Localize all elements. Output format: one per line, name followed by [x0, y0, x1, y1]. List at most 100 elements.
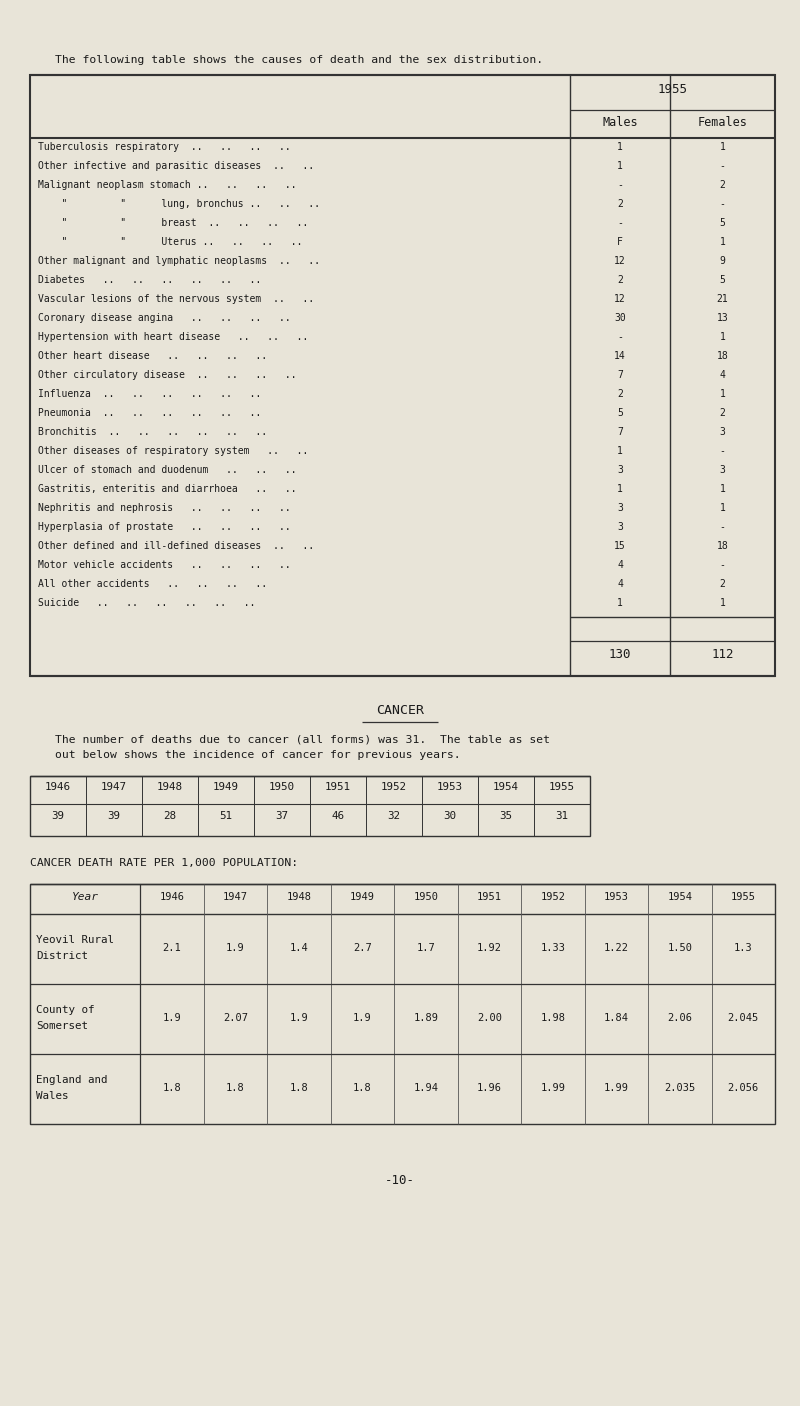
Text: 2.07: 2.07 — [222, 1012, 248, 1024]
Text: 1951: 1951 — [325, 782, 351, 792]
Text: 7: 7 — [617, 427, 623, 437]
Text: Females: Females — [698, 117, 747, 129]
Text: 5: 5 — [719, 276, 726, 285]
Text: 30: 30 — [443, 811, 457, 821]
Text: 1.9: 1.9 — [353, 1012, 372, 1024]
Text: Diabetes   ..   ..   ..   ..   ..   ..: Diabetes .. .. .. .. .. .. — [38, 276, 262, 285]
Text: 2: 2 — [617, 276, 623, 285]
Text: 1.4: 1.4 — [290, 943, 308, 953]
Text: -: - — [719, 200, 726, 209]
Text: Bronchitis  ..   ..   ..   ..   ..   ..: Bronchitis .. .. .. .. .. .. — [38, 427, 267, 437]
Text: -: - — [719, 560, 726, 569]
Text: 1951: 1951 — [477, 891, 502, 903]
Text: 1: 1 — [719, 503, 726, 513]
Text: Nephritis and nephrosis   ..   ..   ..   ..: Nephritis and nephrosis .. .. .. .. — [38, 503, 290, 513]
Text: Influenza  ..   ..   ..   ..   ..   ..: Influenza .. .. .. .. .. .. — [38, 389, 262, 399]
Text: 1: 1 — [617, 598, 623, 607]
Text: Other defined and ill-defined diseases  ..   ..: Other defined and ill-defined diseases .… — [38, 541, 314, 551]
Text: 1.8: 1.8 — [162, 1083, 181, 1092]
Text: 15: 15 — [614, 541, 626, 551]
Text: 1.89: 1.89 — [414, 1012, 438, 1024]
Text: 1.92: 1.92 — [477, 943, 502, 953]
Text: 1955: 1955 — [549, 782, 575, 792]
Text: 2: 2 — [719, 579, 726, 589]
Text: Tuberculosis respiratory  ..   ..   ..   ..: Tuberculosis respiratory .. .. .. .. — [38, 142, 290, 152]
Text: 1953: 1953 — [437, 782, 463, 792]
Text: 1: 1 — [719, 484, 726, 494]
Text: 39: 39 — [51, 811, 65, 821]
Text: 1947: 1947 — [222, 891, 248, 903]
Text: England and: England and — [36, 1076, 107, 1085]
Text: F: F — [617, 238, 623, 247]
Text: 1950: 1950 — [414, 891, 438, 903]
Text: Motor vehicle accidents   ..   ..   ..   ..: Motor vehicle accidents .. .. .. .. — [38, 560, 290, 569]
Text: 1952: 1952 — [540, 891, 566, 903]
Text: 130: 130 — [609, 648, 631, 661]
Text: Other diseases of respiratory system   ..   ..: Other diseases of respiratory system .. … — [38, 446, 308, 456]
Text: 4: 4 — [719, 370, 726, 380]
Text: 21: 21 — [717, 294, 728, 304]
Text: 1.50: 1.50 — [667, 943, 692, 953]
Text: Coronary disease angina   ..   ..   ..   ..: Coronary disease angina .. .. .. .. — [38, 314, 290, 323]
Text: Vascular lesions of the nervous system  ..   ..: Vascular lesions of the nervous system .… — [38, 294, 314, 304]
Text: 2: 2 — [719, 408, 726, 418]
Text: 2.035: 2.035 — [664, 1083, 695, 1092]
Text: 1.84: 1.84 — [604, 1012, 629, 1024]
Text: out below shows the incidence of cancer for previous years.: out below shows the incidence of cancer … — [55, 749, 461, 761]
Text: -10-: -10- — [385, 1174, 415, 1187]
Text: 1.94: 1.94 — [414, 1083, 438, 1092]
Text: 1946: 1946 — [45, 782, 71, 792]
Text: 1: 1 — [617, 484, 623, 494]
Text: 1.33: 1.33 — [540, 943, 566, 953]
Text: 1948: 1948 — [286, 891, 311, 903]
Text: 1: 1 — [719, 598, 726, 607]
Text: 3: 3 — [719, 427, 726, 437]
Text: 1: 1 — [719, 142, 726, 152]
Text: 37: 37 — [275, 811, 289, 821]
Text: 1949: 1949 — [213, 782, 239, 792]
Text: 9: 9 — [719, 256, 726, 266]
Text: Wales: Wales — [36, 1091, 69, 1101]
Text: Other infective and parasitic diseases  ..   ..: Other infective and parasitic diseases .… — [38, 162, 314, 172]
Text: 1954: 1954 — [493, 782, 519, 792]
Text: 2: 2 — [719, 180, 726, 190]
Text: 1950: 1950 — [269, 782, 295, 792]
Text: 18: 18 — [717, 352, 728, 361]
Text: 1946: 1946 — [159, 891, 184, 903]
Text: 2.045: 2.045 — [728, 1012, 759, 1024]
Text: 1: 1 — [617, 142, 623, 152]
Bar — [30, 884, 775, 1123]
Text: Yeovil Rural: Yeovil Rural — [36, 935, 114, 945]
Text: 1.8: 1.8 — [353, 1083, 372, 1092]
Text: 39: 39 — [107, 811, 121, 821]
Text: "         "      breast  ..   ..   ..   ..: " " breast .. .. .. .. — [38, 218, 308, 228]
Text: -: - — [719, 522, 726, 531]
Text: 1: 1 — [719, 332, 726, 342]
Text: 1.3: 1.3 — [734, 943, 753, 953]
Text: "         "      Uterus ..   ..   ..   ..: " " Uterus .. .. .. .. — [38, 238, 302, 247]
Text: 3: 3 — [719, 465, 726, 475]
Text: -: - — [719, 162, 726, 172]
Text: 1.9: 1.9 — [162, 1012, 181, 1024]
Text: 4: 4 — [617, 579, 623, 589]
Text: District: District — [36, 950, 88, 960]
Text: Pneumonia  ..   ..   ..   ..   ..   ..: Pneumonia .. .. .. .. .. .. — [38, 408, 262, 418]
Text: 1.22: 1.22 — [604, 943, 629, 953]
Text: 1954: 1954 — [667, 891, 692, 903]
Text: 1: 1 — [617, 446, 623, 456]
Text: Gastritis, enteritis and diarrhoea   ..   ..: Gastritis, enteritis and diarrhoea .. .. — [38, 484, 297, 494]
Text: 2.056: 2.056 — [728, 1083, 759, 1092]
Text: 1.99: 1.99 — [540, 1083, 566, 1092]
Text: 18: 18 — [717, 541, 728, 551]
Text: County of: County of — [36, 1005, 94, 1015]
Text: CANCER: CANCER — [376, 704, 424, 717]
Text: The following table shows the causes of death and the sex distribution.: The following table shows the causes of … — [55, 55, 543, 65]
Text: 51: 51 — [219, 811, 233, 821]
Text: 1947: 1947 — [101, 782, 127, 792]
Text: 2.1: 2.1 — [162, 943, 181, 953]
Text: Somerset: Somerset — [36, 1021, 88, 1031]
Text: 31: 31 — [555, 811, 569, 821]
Text: 3: 3 — [617, 503, 623, 513]
Text: 1952: 1952 — [381, 782, 407, 792]
Text: 13: 13 — [717, 314, 728, 323]
